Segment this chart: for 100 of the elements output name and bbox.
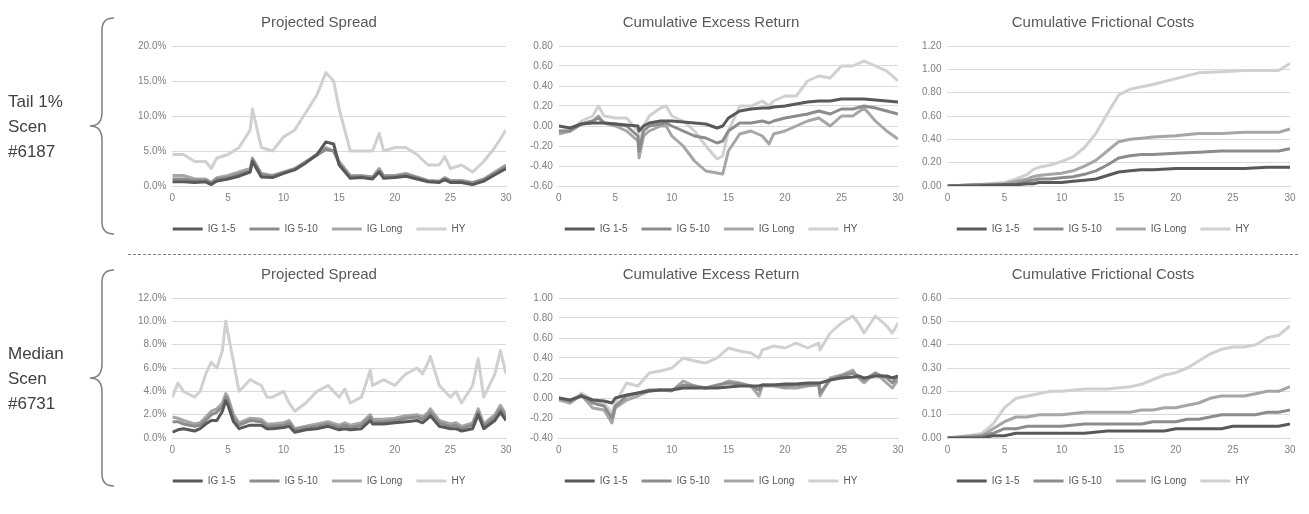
y-tick-label: 0.10	[921, 408, 942, 420]
legend-label: IG 5-10	[1068, 222, 1103, 234]
x-tick-label: 25	[835, 443, 848, 455]
legend-label: HY	[1235, 474, 1250, 486]
x-tick-label: 15	[333, 443, 346, 455]
legend-label: IG 5-10	[676, 222, 711, 234]
x-tick-label: 30	[500, 191, 512, 203]
x-tick-label: 10	[278, 191, 290, 203]
chart-title: Cumulative Excess Return	[622, 13, 800, 31]
y-tick-label: 0.80	[921, 86, 942, 98]
x-tick-label: 15	[333, 191, 346, 203]
x-tick-label: 25	[835, 191, 848, 203]
legend-label: HY	[451, 222, 466, 234]
x-tick-label: 15	[722, 191, 735, 203]
y-tick-label: 0.50	[921, 315, 942, 327]
y-tick-label: 0.0%	[143, 179, 167, 191]
legend-label: HY	[843, 222, 858, 234]
x-tick-label: 10	[666, 191, 678, 203]
y-tick-label: 0.00	[533, 391, 554, 403]
text: Median Scen #6731	[8, 342, 65, 415]
y-tick-label: 5.0%	[143, 144, 167, 156]
x-tick-label: 10	[1056, 443, 1068, 455]
chart-title: Projected Spread	[261, 13, 377, 31]
y-tick-label: 0.40	[533, 351, 554, 363]
x-tick-label: 25	[444, 443, 457, 455]
y-tick-label: 0.40	[921, 133, 942, 145]
x-tick-label: 0	[169, 443, 176, 455]
y-tick-label: 0.00	[921, 179, 942, 191]
x-tick-label: 0	[944, 443, 951, 455]
chart-title: Projected Spread	[261, 265, 377, 283]
x-tick-label: 5	[225, 191, 232, 203]
y-tick-label: 0.30	[921, 361, 942, 373]
legend-label: IG Long	[1150, 474, 1187, 486]
y-tick-label: 0.20	[921, 156, 942, 168]
legend-label: HY	[451, 474, 466, 486]
x-tick-label: 10	[278, 443, 290, 455]
y-tick-label: 12.0%	[138, 291, 167, 303]
x-tick-label: 15	[1113, 191, 1125, 203]
legend-label: IG Long	[758, 222, 795, 234]
y-tick-label: 6.0%	[143, 361, 167, 373]
x-tick-label: 10	[1056, 191, 1068, 203]
y-tick-label: 0.60	[921, 291, 942, 303]
y-tick-label: 10.0%	[138, 109, 167, 121]
y-tick-label: -0.60	[530, 179, 554, 191]
legend-label: HY	[843, 474, 858, 486]
x-tick-label: 20	[779, 443, 791, 455]
x-tick-label: 20	[1170, 191, 1182, 203]
legend-label: IG 5-10	[284, 222, 319, 234]
legend-label: IG 5-10	[284, 474, 319, 486]
legend-label: IG 5-10	[1068, 474, 1103, 486]
y-tick-label: 0.00	[921, 431, 942, 443]
chart-title: Cumulative Frictional Costs	[1011, 265, 1195, 283]
y-tick-label: 0.20	[533, 371, 554, 383]
legend-label: IG 5-10	[676, 474, 711, 486]
x-tick-label: 30	[1284, 191, 1296, 203]
y-tick-label: 1.00	[921, 63, 942, 75]
y-tick-label: -0.40	[530, 431, 554, 443]
legend-label: IG Long	[1150, 222, 1187, 234]
x-tick-label: 0	[556, 443, 563, 455]
x-tick-label: 0	[556, 191, 563, 203]
y-tick-label: 0.20	[533, 99, 554, 111]
y-tick-label: 1.00	[533, 291, 554, 303]
y-tick-label: 1.20	[921, 39, 942, 51]
y-tick-label: 0.60	[921, 109, 942, 121]
x-tick-label: 5	[225, 443, 232, 455]
x-tick-label: 30	[1284, 443, 1296, 455]
y-tick-label: -0.40	[530, 159, 554, 171]
x-tick-label: 20	[1170, 443, 1182, 455]
x-tick-label: 30	[892, 443, 904, 455]
x-tick-label: 5	[1001, 443, 1008, 455]
legend-label: IG Long	[366, 222, 403, 234]
x-tick-label: 30	[500, 443, 512, 455]
text: Tail 1% Scen #6187	[8, 90, 64, 163]
x-tick-label: 25	[1227, 443, 1239, 455]
y-tick-label: 0.40	[533, 79, 554, 91]
x-tick-label: 20	[779, 191, 791, 203]
legend-label: IG 1-5	[599, 222, 628, 234]
x-tick-label: 5	[612, 191, 619, 203]
y-tick-label: 10.0%	[138, 315, 167, 327]
legend-label: IG 1-5	[991, 222, 1020, 234]
y-tick-label: 0.60	[533, 59, 554, 71]
x-tick-label: 25	[1227, 191, 1239, 203]
y-tick-label: 0.60	[533, 331, 554, 343]
y-tick-label: 8.0%	[143, 338, 167, 350]
x-tick-label: 5	[1001, 191, 1008, 203]
x-tick-label: 15	[722, 443, 735, 455]
chart-title: Cumulative Excess Return	[622, 265, 800, 283]
y-tick-label: 20.0%	[138, 39, 167, 51]
y-tick-label: 0.0%	[143, 431, 167, 443]
y-tick-label: 0.20	[921, 385, 942, 397]
y-tick-label: 4.0%	[143, 385, 167, 397]
legend-label: IG Long	[366, 474, 403, 486]
legend-label: IG 1-5	[207, 222, 236, 234]
x-tick-label: 20	[389, 443, 401, 455]
y-tick-label: 0.40	[921, 338, 942, 350]
x-tick-label: 10	[666, 443, 678, 455]
x-tick-label: 20	[389, 191, 401, 203]
y-tick-label: -0.20	[530, 411, 554, 423]
y-tick-label: -0.20	[530, 139, 554, 151]
y-tick-label: 0.00	[533, 119, 554, 131]
